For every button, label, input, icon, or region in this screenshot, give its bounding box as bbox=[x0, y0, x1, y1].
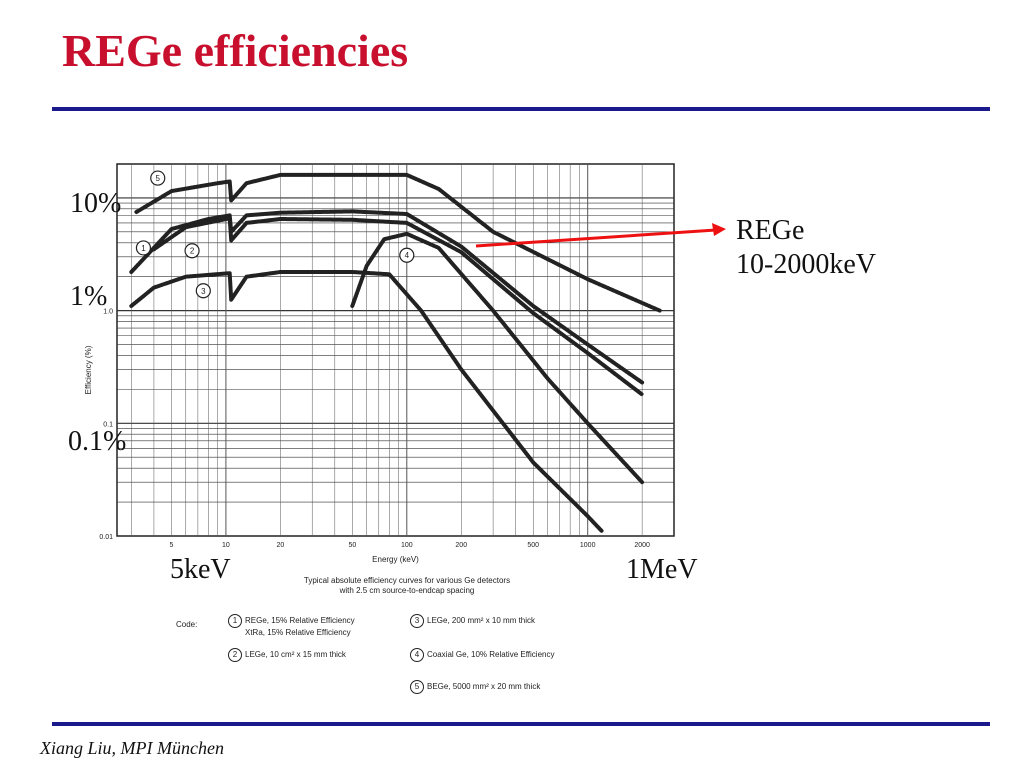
x-tick-label: 5 bbox=[170, 542, 174, 549]
curve-number-circle bbox=[399, 247, 415, 263]
series-line-3 bbox=[129, 270, 604, 534]
footer-divider bbox=[52, 722, 990, 726]
x-tick-label: 500 bbox=[527, 542, 539, 549]
title-divider bbox=[52, 107, 990, 111]
label-5kev: 5keV bbox=[170, 554, 231, 585]
legend-code-label: Code: bbox=[176, 620, 198, 629]
figure-legend: Code: 1 REGe, 15% Relative Efficiency XtR… bbox=[176, 610, 616, 700]
legend-number: 3 bbox=[410, 614, 424, 628]
label-01-percent: 0.1% bbox=[68, 426, 127, 457]
rege-arrow bbox=[475, 223, 726, 248]
legend-number: 1 bbox=[228, 614, 242, 628]
series-line-2 bbox=[151, 216, 645, 397]
legend-item: 5 BEGe, 5000 mm² x 20 mm thick bbox=[410, 680, 540, 694]
curve-number-circle bbox=[195, 283, 211, 299]
curve-number-label: 1 bbox=[141, 244, 146, 253]
label-1mev: 1MeV bbox=[626, 554, 698, 585]
series-line-1 bbox=[129, 209, 645, 385]
legend-text: REGe, 15% Relative Efficiency bbox=[245, 616, 355, 625]
curve-number-label: 4 bbox=[405, 251, 410, 260]
legend-number: 2 bbox=[228, 648, 242, 662]
rege-annotation: REGe 10-2000keV bbox=[736, 214, 876, 281]
legend-item: 4 Coaxial Ge, 10% Relative Efficiency bbox=[410, 648, 554, 662]
caption-line-1: Typical absolute efficiency curves for v… bbox=[303, 576, 511, 585]
figure-caption: Typical absolute efficiency curves for v… bbox=[262, 576, 552, 597]
series-line-5 bbox=[134, 172, 662, 313]
series-line-4 bbox=[350, 231, 645, 485]
x-tick-label: 50 bbox=[348, 542, 356, 549]
y-axis-title: Efficiency (%) bbox=[84, 345, 93, 394]
caption-line-2: with 2.5 cm source-to-endcap spacing bbox=[339, 586, 475, 596]
legend-item: 1 REGe, 15% Relative Efficiency bbox=[228, 614, 355, 628]
curve-number-label: 2 bbox=[190, 247, 195, 256]
efficiency-chart: 5 10 20 50 100 200 500 1000 2000 0.01 0.1 1.0 5 1 2 3 4… bbox=[84, 163, 675, 564]
legend-item: 3 LEGe, 200 mm² x 10 mm thick bbox=[410, 614, 535, 628]
x-tick-label: 2000 bbox=[634, 542, 650, 549]
footer-author: Xiang Liu, MPI München bbox=[40, 738, 224, 758]
x-tick-label: 1000 bbox=[580, 542, 596, 549]
legend-number: 5 bbox=[410, 680, 424, 694]
legend-item: XtRa, 15% Relative Efficiency bbox=[245, 628, 351, 637]
legend-text: Coaxial Ge, 10% Relative Efficiency bbox=[427, 650, 555, 659]
slide-title: REGe efficiencies bbox=[62, 25, 409, 76]
x-tick-label: 20 bbox=[276, 542, 284, 549]
y-tick-label: 1.0 bbox=[103, 309, 113, 316]
curve-number-circle bbox=[184, 243, 200, 259]
legend-number: 4 bbox=[410, 648, 424, 662]
legend-item: 2 LEGe, 10 cm² x 15 mm thick bbox=[228, 648, 346, 662]
legend-text: XtRa, 15% Relative Efficiency bbox=[245, 628, 351, 637]
legend-text: LEGe, 10 cm² x 15 mm thick bbox=[245, 650, 346, 659]
x-tick-label: 100 bbox=[401, 542, 413, 549]
rege-label-name: REGe bbox=[736, 215, 805, 246]
legend-text: LEGe, 200 mm² x 10 mm thick bbox=[427, 616, 536, 625]
x-tick-label: 10 bbox=[222, 542, 230, 549]
curve-number-circle bbox=[135, 240, 152, 256]
legend-text: BEGe, 5000 mm² x 20 mm thick bbox=[427, 682, 541, 691]
curve-number-label: 5 bbox=[156, 174, 161, 183]
x-tick-label: 200 bbox=[455, 542, 467, 549]
label-1-percent: 1% bbox=[70, 281, 108, 312]
curve-number-label: 3 bbox=[201, 287, 206, 296]
y-tick-label: 0.1 bbox=[103, 421, 113, 428]
x-axis-title: Energy (keV) bbox=[372, 555, 419, 564]
curve-number-circle bbox=[150, 170, 166, 186]
y-tick-label: 0.01 bbox=[99, 534, 113, 541]
label-10-percent: 10% bbox=[70, 188, 122, 219]
rege-label-range: 10-2000keV bbox=[736, 248, 876, 280]
